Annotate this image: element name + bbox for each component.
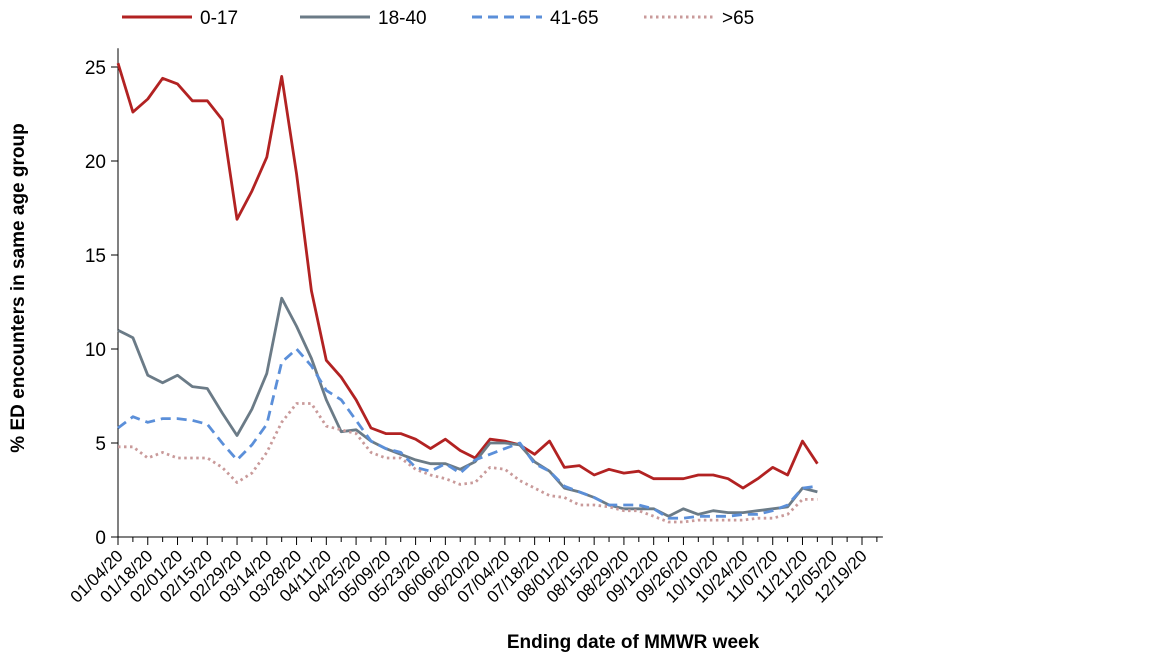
y-tick-label: 5 [95,434,106,455]
y-tick-label: 0 [95,528,106,549]
y-axis-title: % ED encounters in same age group [8,123,29,452]
legend: 0-17 18-40 41-65 >65 [122,8,754,29]
series-line-41-65 [117,347,818,520]
legend-label: >65 [722,8,754,29]
x-axis-title: Ending date of MMWR week [507,632,760,653]
legend-label: 18-40 [378,8,427,29]
y-tick-label: 10 [85,340,106,361]
legend-label: 0-17 [200,8,238,29]
y-tick-label: 25 [85,58,106,79]
y-tick-label: 20 [85,152,106,173]
plot-area [116,62,819,524]
y-tick-label: 15 [85,246,106,267]
legend-label: 41-65 [550,8,599,29]
y-axis: 0 5 10 15 20 25 [85,48,119,549]
series-line->65 [118,402,818,524]
series-line-18-40 [117,296,818,518]
series-line-0-17 [116,62,819,490]
x-axis: 01/04/2001/18/2002/01/2002/15/2002/29/20… [67,536,883,607]
